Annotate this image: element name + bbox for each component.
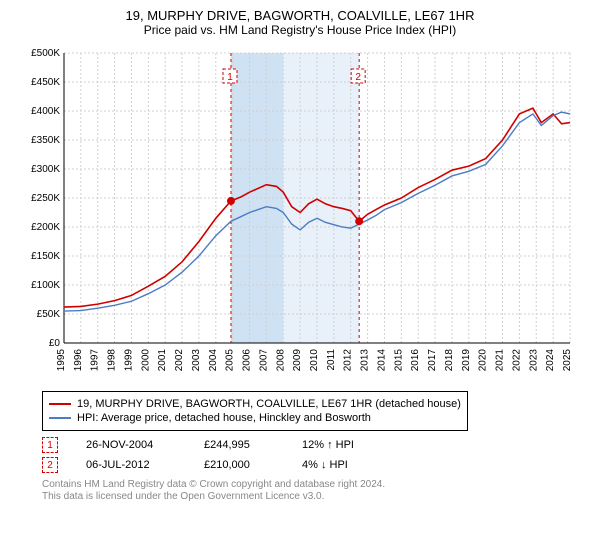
transaction-price: £210,000 (204, 459, 274, 471)
svg-text:2022: 2022 (511, 349, 522, 372)
svg-text:2020: 2020 (478, 349, 489, 372)
legend-row: HPI: Average price, detached house, Hinc… (49, 412, 461, 424)
svg-text:2024: 2024 (545, 349, 556, 372)
transaction-date: 06-JUL-2012 (86, 459, 176, 471)
transaction-marker: 1 (42, 437, 58, 453)
svg-text:£300K: £300K (31, 164, 60, 175)
svg-text:2001: 2001 (157, 349, 168, 372)
svg-text:£500K: £500K (31, 48, 60, 59)
transaction-row: 2 06-JUL-2012 £210,000 4% ↓ HPI (42, 457, 580, 473)
svg-text:2010: 2010 (309, 349, 320, 372)
svg-text:2007: 2007 (258, 349, 269, 372)
legend-row: 19, MURPHY DRIVE, BAGWORTH, COALVILLE, L… (49, 398, 461, 410)
transaction-row: 1 26-NOV-2004 £244,995 12% ↑ HPI (42, 437, 580, 453)
svg-text:£150K: £150K (31, 251, 60, 262)
footer-line-2: This data is licensed under the Open Gov… (42, 491, 580, 502)
transaction-delta: 4% ↓ HPI (302, 459, 382, 471)
chart-svg: £0 £50K £100K £150K £200K £250K £300K £350K £400… (20, 45, 580, 385)
legend-label: HPI: Average price, detached house, Hinc… (77, 412, 371, 424)
transaction-delta: 12% ↑ HPI (302, 439, 382, 451)
svg-text:2018: 2018 (444, 349, 455, 372)
chart-subtitle: Price paid vs. HM Land Registry's House … (8, 23, 592, 37)
footer-line-1: Contains HM Land Registry data © Crown c… (42, 479, 580, 490)
svg-text:2002: 2002 (174, 349, 185, 372)
svg-text:2012: 2012 (343, 349, 354, 372)
svg-text:2017: 2017 (427, 349, 438, 372)
svg-text:2009: 2009 (292, 349, 303, 372)
svg-text:£450K: £450K (31, 77, 60, 88)
transaction-price: £244,995 (204, 439, 274, 451)
transaction-marker: 2 (42, 457, 58, 473)
svg-text:2013: 2013 (360, 349, 371, 372)
svg-text:2021: 2021 (495, 349, 506, 372)
svg-text:2004: 2004 (208, 349, 219, 372)
svg-text:£250K: £250K (31, 193, 60, 204)
legend-swatch (49, 417, 71, 419)
transaction-date: 26-NOV-2004 (86, 439, 176, 451)
legend-label: 19, MURPHY DRIVE, BAGWORTH, COALVILLE, L… (77, 398, 461, 410)
svg-text:2014: 2014 (376, 349, 387, 372)
svg-text:£350K: £350K (31, 135, 60, 146)
legend-swatch (49, 403, 71, 405)
svg-text:2005: 2005 (225, 349, 236, 372)
svg-text:2023: 2023 (528, 349, 539, 372)
svg-text:2008: 2008 (275, 349, 286, 372)
footer: Contains HM Land Registry data © Crown c… (42, 479, 580, 502)
svg-text:1999: 1999 (123, 349, 134, 372)
svg-text:£200K: £200K (31, 222, 60, 233)
svg-text:1: 1 (227, 72, 233, 83)
transactions-table: 1 26-NOV-2004 £244,995 12% ↑ HPI 2 06-JUL-201… (42, 437, 580, 473)
svg-text:1996: 1996 (73, 349, 84, 372)
svg-text:2015: 2015 (393, 349, 404, 372)
svg-text:£50K: £50K (37, 309, 61, 320)
svg-text:£0: £0 (49, 338, 61, 349)
svg-text:2003: 2003 (191, 349, 202, 372)
svg-text:2: 2 (355, 72, 361, 83)
svg-text:£400K: £400K (31, 106, 60, 117)
svg-text:1995: 1995 (56, 349, 67, 372)
chart-area: £0 £50K £100K £150K £200K £250K £300K £350K £400… (20, 45, 580, 385)
svg-text:2016: 2016 (410, 349, 421, 372)
svg-text:£100K: £100K (31, 280, 60, 291)
svg-text:2011: 2011 (326, 349, 337, 371)
svg-text:2025: 2025 (562, 349, 573, 372)
svg-text:1997: 1997 (90, 349, 101, 372)
svg-text:2000: 2000 (140, 349, 151, 372)
svg-text:2019: 2019 (461, 349, 472, 372)
svg-text:2006: 2006 (242, 349, 253, 372)
chart-title: 19, MURPHY DRIVE, BAGWORTH, COALVILLE, L… (8, 8, 592, 23)
svg-text:1998: 1998 (107, 349, 118, 372)
legend: 19, MURPHY DRIVE, BAGWORTH, COALVILLE, L… (42, 391, 468, 431)
